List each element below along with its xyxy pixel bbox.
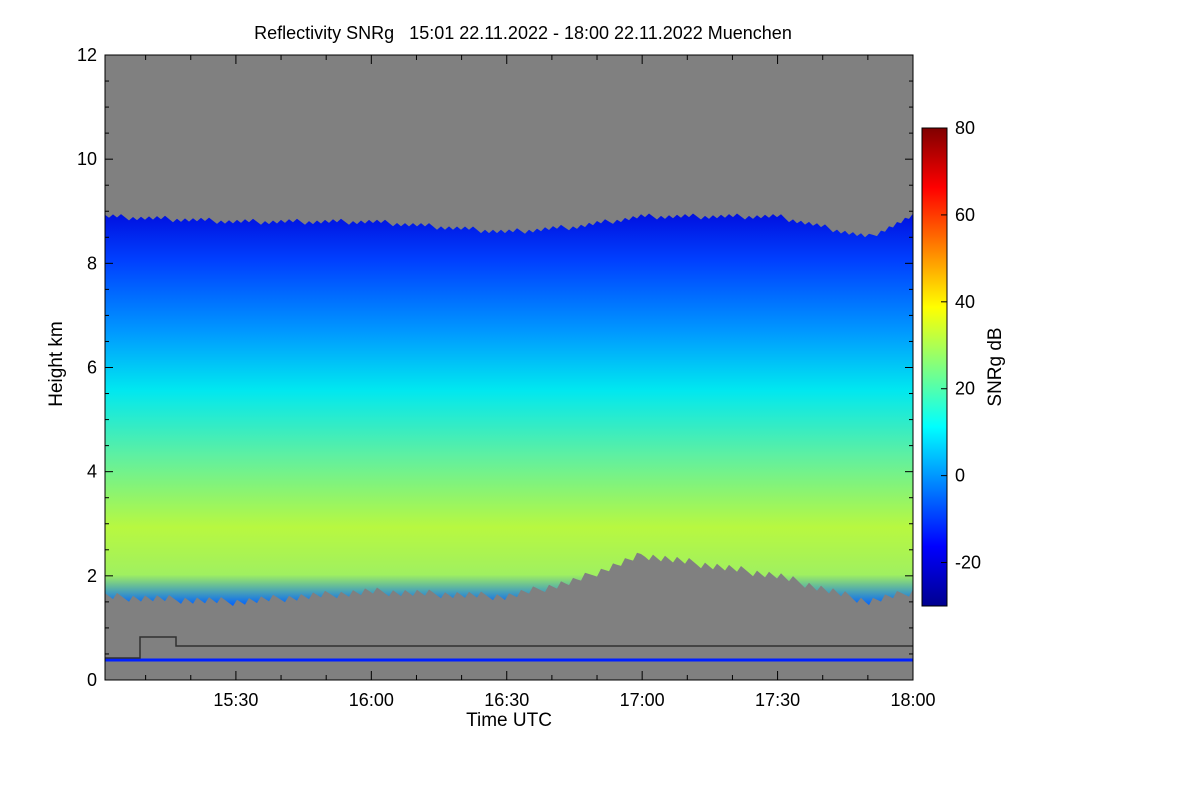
colorbar-tick-label: 20 [955,379,975,399]
colorbar [921,127,948,607]
x-tick-label: 18:00 [890,690,935,710]
plot-area [105,55,913,680]
colorbar-label: SNRg dB [985,327,1006,406]
reference-line [105,636,913,659]
colorbar-tick-label: -20 [955,553,981,573]
x-tick-label: 17:30 [755,690,800,710]
y-axis: 0 2 4 6 8 10 12 [77,45,913,690]
y-tick-label: 10 [77,149,97,169]
x-tick-label: 16:30 [484,690,529,710]
y-tick-label: 8 [87,253,97,273]
y-tick-label: 12 [77,45,97,65]
colorbar-tick-label: 40 [955,292,975,312]
x-tick-label: 17:00 [620,690,665,710]
chart-title: Reflectivity SNRg 15:01 22.11.2022 - 18:… [254,23,792,43]
colorbar-tick-label: 60 [955,205,975,225]
y-axis-label: Height km [46,321,67,407]
echo-layer [105,213,913,606]
colorbar-axis: -20 0 20 40 60 80 [941,118,981,573]
y-tick-label: 0 [87,670,97,690]
y-tick-label: 4 [87,462,97,482]
colorbar-tick-label: 0 [955,466,965,486]
colorbar-tick-label: 80 [955,118,975,138]
x-axis-label: Time UTC [466,710,552,731]
x-tick-label: 15:30 [213,690,258,710]
x-tick-label: 16:00 [349,690,394,710]
x-axis: 15:30 16:00 16:30 17:00 17:30 18:00 [145,55,936,710]
y-tick-label: 2 [87,566,97,586]
y-tick-label: 6 [87,358,97,378]
